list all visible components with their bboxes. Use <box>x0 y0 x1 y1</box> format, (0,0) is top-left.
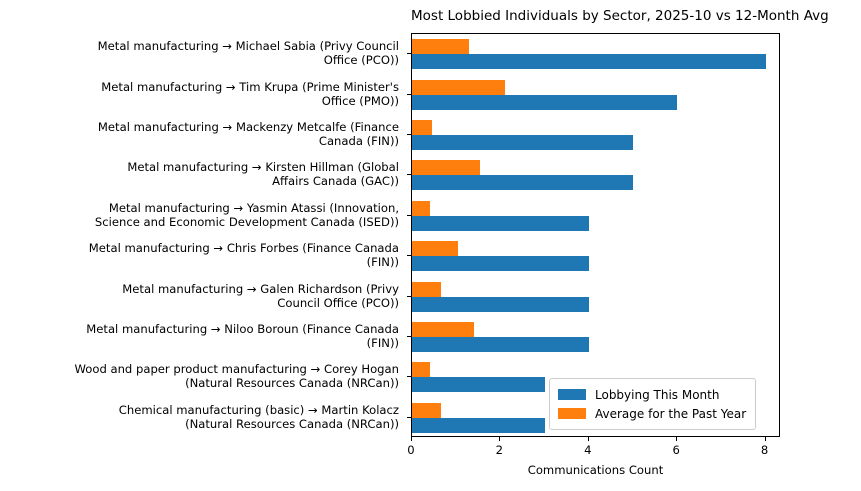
y-axis-tick <box>407 93 411 95</box>
x-axis-tick-label: 8 <box>760 443 769 457</box>
y-axis-tick-label-line: Metal manufacturing → Kirsten Hillman (G… <box>127 160 399 175</box>
x-axis-tick-label: 2 <box>495 443 504 457</box>
y-axis-tick-label-line: Council Office (PCO)) <box>277 295 399 310</box>
legend-item: Lobbying This Month <box>558 385 746 404</box>
y-axis-tick-label-line: Metal manufacturing → Tim Krupa (Prime M… <box>101 79 399 94</box>
x-axis-tick-label: 6 <box>672 443 680 457</box>
y-axis-tick <box>407 255 411 257</box>
bar-average <box>412 160 481 176</box>
legend-swatch <box>558 408 586 419</box>
y-axis-tick-label: Metal manufacturing → Galen Richardson (… <box>1 282 399 310</box>
bar-current <box>412 54 766 70</box>
y-axis-tick-label-line: Wood and paper product manufacturing → C… <box>74 362 399 377</box>
y-axis-labels: Metal manufacturing → Michael Sabia (Pri… <box>0 33 405 437</box>
legend-label: Average for the Past Year <box>595 406 747 421</box>
y-axis-tick-label-line: Chemical manufacturing (basic) → Martin … <box>118 402 399 417</box>
x-axis-tick-label: 0 <box>407 443 415 457</box>
x-axis-tick <box>676 437 678 441</box>
y-axis-tick-label-line: Canada (FIN)) <box>318 134 399 148</box>
x-axis-tick-label: 4 <box>584 443 592 457</box>
y-axis-tick-label: Metal manufacturing → Mackenzy Metcalfe … <box>1 120 399 148</box>
y-axis-tick-label: Metal manufacturing → Michael Sabia (Pri… <box>1 39 399 67</box>
y-axis-tick-label: Metal manufacturing → Yasmin Atassi (Inn… <box>1 201 399 229</box>
y-axis-tick-label-line: Metal manufacturing → Mackenzy Metcalfe … <box>97 120 399 134</box>
y-axis-tick-label: Metal manufacturing → Chris Forbes (Fina… <box>1 241 399 269</box>
y-axis-tick-label-line: (Natural Resources Canada (NRCan)) <box>185 376 399 391</box>
legend-swatch <box>558 389 586 400</box>
bar-current <box>412 94 678 110</box>
bar-current <box>412 175 633 191</box>
bar-average <box>412 120 432 135</box>
chart-legend: Lobbying This Month Average for the Past … <box>549 378 757 430</box>
y-axis-tick-label-line: Metal manufacturing → Niloo Boroun (Fina… <box>86 322 399 336</box>
y-axis-tick <box>407 336 411 338</box>
y-axis-tick-label-line: (FIN)) <box>366 336 399 350</box>
y-axis-tick-label: Chemical manufacturing (basic) → Martin … <box>1 403 399 431</box>
x-axis-tick <box>764 437 766 441</box>
bar-average <box>412 322 474 337</box>
bar-current <box>412 337 589 352</box>
bar-average <box>412 79 505 95</box>
y-axis-tick-label-line: (Natural Resources Canada (NRCan)) <box>185 416 399 431</box>
bar-current <box>412 215 589 231</box>
y-axis-tick-label-line: (FIN)) <box>366 255 399 270</box>
bar-average <box>412 241 459 257</box>
x-axis-tick <box>411 437 413 441</box>
x-axis-title: Communications Count <box>527 463 664 477</box>
y-axis-tick <box>407 174 411 176</box>
x-axis-tick <box>499 437 501 441</box>
bar-current <box>412 417 545 433</box>
bar-current <box>412 377 545 393</box>
chart-title: Most Lobbied Individuals by Sector, 2025… <box>411 8 829 24</box>
bar-current <box>412 296 589 312</box>
y-axis-tick <box>407 295 411 297</box>
y-axis-tick <box>407 416 411 418</box>
y-axis-tick-label-line: Metal manufacturing → Michael Sabia (Pri… <box>97 39 399 54</box>
y-axis-tick-label-line: Metal manufacturing → Chris Forbes (Fina… <box>88 241 399 256</box>
bar-average <box>412 402 441 418</box>
y-axis-tick <box>407 376 411 378</box>
y-axis-tick-label-line: Office (PMO)) <box>321 93 399 108</box>
y-axis-tick-label-line: Science and Economic Development Canada … <box>94 214 399 229</box>
y-axis-tick-label: Metal manufacturing → Niloo Boroun (Fina… <box>1 322 399 350</box>
bar-average <box>412 362 430 378</box>
y-axis-tick-label: Wood and paper product manufacturing → C… <box>1 362 399 390</box>
plot-area <box>411 33 780 437</box>
y-axis-tick <box>407 53 411 55</box>
y-axis-tick-label-line: Metal manufacturing → Galen Richardson (… <box>122 281 399 296</box>
y-axis-tick-label: Metal manufacturing → Tim Krupa (Prime M… <box>1 80 399 108</box>
bar-current <box>412 135 633 150</box>
y-axis-tick-label: Metal manufacturing → Kirsten Hillman (G… <box>1 160 399 188</box>
bar-average <box>412 200 430 216</box>
legend-label: Lobbying This Month <box>595 387 720 402</box>
x-axis-tick <box>587 437 589 441</box>
y-axis-tick-label-line: Office (PCO)) <box>323 53 399 68</box>
y-axis-tick <box>407 134 411 136</box>
y-axis-tick-label-line: Affairs Canada (GAC)) <box>272 174 399 189</box>
bar-average <box>412 39 470 55</box>
y-axis-tick <box>407 214 411 216</box>
y-axis-tick-label-line: Metal manufacturing → Yasmin Atassi (Inn… <box>108 200 399 215</box>
bar-average <box>412 281 441 297</box>
bar-current <box>412 256 589 272</box>
legend-item: Average for the Past Year <box>558 404 746 423</box>
